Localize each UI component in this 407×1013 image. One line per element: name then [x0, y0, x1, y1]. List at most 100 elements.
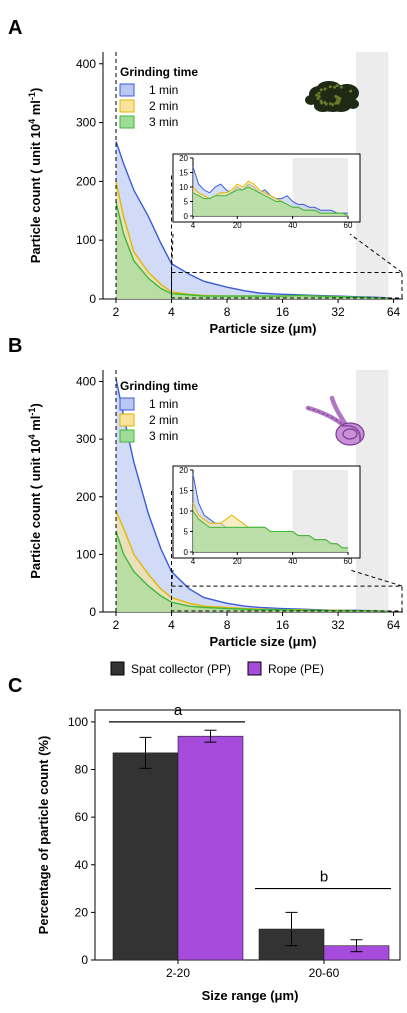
moss-speck: [331, 103, 335, 107]
x-tick-label: 8: [224, 305, 231, 319]
x-tick-label: 64: [387, 618, 401, 632]
legend-swatch: [119, 429, 135, 443]
legend-label: 2 min: [149, 99, 178, 113]
x-tick-label: 16: [276, 618, 290, 632]
x-tick-label: 4: [168, 618, 175, 632]
legend-label: 3 min: [149, 115, 178, 129]
legend-label: 2 min: [149, 413, 178, 427]
inset-x-tick-label: 60: [344, 221, 353, 230]
inset-y-tick-label: 0: [184, 212, 189, 221]
legend-swatch: [119, 115, 135, 129]
rope-twist: [307, 407, 343, 425]
moss-clump-icon: [305, 81, 359, 112]
moss-speck: [334, 94, 338, 98]
inset-x-tick-label: 60: [344, 557, 353, 566]
panel-b: B 0 100 200 300 400 2 4 8 16 32 64 0 5 10 15 20 4 20 40 60 Gr…: [8, 335, 403, 649]
moss-speck: [338, 96, 342, 100]
legend: Grinding time 1 min 2 min 3 min: [119, 65, 198, 129]
y-tick-label: 60: [75, 810, 89, 824]
moss-speck: [317, 91, 321, 95]
moss-speck: [333, 85, 337, 89]
y-tick-label: 20: [75, 905, 89, 919]
x-axis-title: Particle size (μm): [210, 634, 317, 649]
inset-y-tick-label: 20: [179, 154, 188, 163]
legend-label: 1 min: [149, 83, 178, 97]
moss-speck: [320, 101, 324, 105]
shaded-region: [355, 370, 389, 612]
bar-pe: [177, 735, 244, 961]
legend-title: Grinding time: [120, 379, 198, 393]
connector-line: [349, 569, 403, 587]
y-axis-title-part: -1: [27, 92, 37, 100]
line-3min: [115, 201, 389, 300]
zoom-box: [171, 272, 403, 299]
bar-pp: [112, 752, 179, 961]
moss-blob: [314, 100, 332, 112]
x-tick-label: 4: [168, 305, 175, 319]
inset-x-tick-label: 40: [288, 557, 297, 566]
legend: Grinding time 1 min 2 min 3 min: [119, 379, 198, 443]
y-tick-label: 100: [76, 233, 96, 247]
area-3min: [116, 201, 389, 299]
inset-y-tick-label: 0: [184, 548, 189, 557]
moss-speck: [339, 85, 343, 89]
moss-speck: [335, 84, 339, 88]
connector-line: [349, 233, 403, 273]
inset-x-tick-label: 4: [191, 221, 196, 230]
significance-label: a: [174, 702, 183, 719]
y-tick-label: 300: [76, 116, 96, 130]
inset-y-tick-label: 15: [179, 169, 188, 178]
inset-x-tick-label: 20: [233, 221, 242, 230]
inset-y-tick-label: 10: [179, 507, 188, 516]
moss-speck: [324, 102, 328, 106]
x-tick-label: 16: [276, 305, 290, 319]
panel-label-b: B: [8, 335, 22, 357]
y-tick-label: 200: [76, 174, 96, 188]
plot-frame: [94, 709, 401, 961]
connector-line: [171, 569, 174, 587]
panel-c: C 0 20 40 60 80 100 2-20 a 20-60 b Spat collector (…: [8, 661, 401, 1003]
legend-label: 3 min: [149, 429, 178, 443]
moss-blob: [305, 95, 317, 105]
moss-speck: [323, 87, 327, 91]
inset-y-tick-label: 10: [179, 183, 188, 192]
y-axis-title-part: Particle count ( unit 10: [28, 439, 43, 578]
y-tick-label: 300: [76, 432, 96, 446]
x-tick-label: 32: [331, 305, 345, 319]
rope-knot-inner: [342, 428, 358, 440]
x-axis-title: Size range (μm): [202, 988, 299, 1003]
y-tick-label: 400: [76, 375, 96, 389]
y-axis-title: Particle count ( unit 104 ml-1): [27, 403, 43, 579]
moss-speck: [319, 88, 323, 92]
inset-x-tick-label: 40: [288, 221, 297, 230]
legend-label: Rope (PE): [268, 662, 324, 676]
y-axis-title: Percentage of particle count (%): [36, 736, 51, 935]
moss-speck: [315, 93, 319, 97]
x-tick-label: 2: [113, 305, 120, 319]
y-tick-label: 80: [75, 763, 89, 777]
y-tick-label: 400: [76, 57, 96, 71]
inset-line-3min: [192, 186, 349, 217]
zoom-box: [171, 585, 403, 612]
legend-swatch: [119, 83, 135, 97]
panel-label-a: A: [8, 17, 22, 39]
y-axis-title-part: ml: [28, 100, 43, 119]
y-tick-label: 0: [81, 953, 88, 967]
inset-chart: 0 5 10 15 20 4 20 40 60: [172, 465, 361, 566]
moss-blob: [317, 81, 341, 95]
inset-y-tick-label: 15: [179, 487, 188, 496]
inset-x-tick-label: 4: [191, 557, 196, 566]
inset-chart: 0 5 10 15 20 4 20 40 60: [172, 153, 361, 230]
area-3min: [116, 531, 389, 612]
moss-speck: [316, 97, 320, 101]
knotted-rope-icon: [305, 395, 365, 446]
moss-speck: [349, 89, 353, 93]
x-tick-label: 8: [224, 618, 231, 632]
inset-area-3min: [193, 187, 348, 216]
x-tick-label: 20-60: [309, 966, 340, 980]
legend-swatch: [110, 661, 125, 676]
moss-speck: [334, 101, 338, 105]
y-tick-label: 0: [89, 292, 96, 306]
shaded-region: [355, 52, 389, 299]
